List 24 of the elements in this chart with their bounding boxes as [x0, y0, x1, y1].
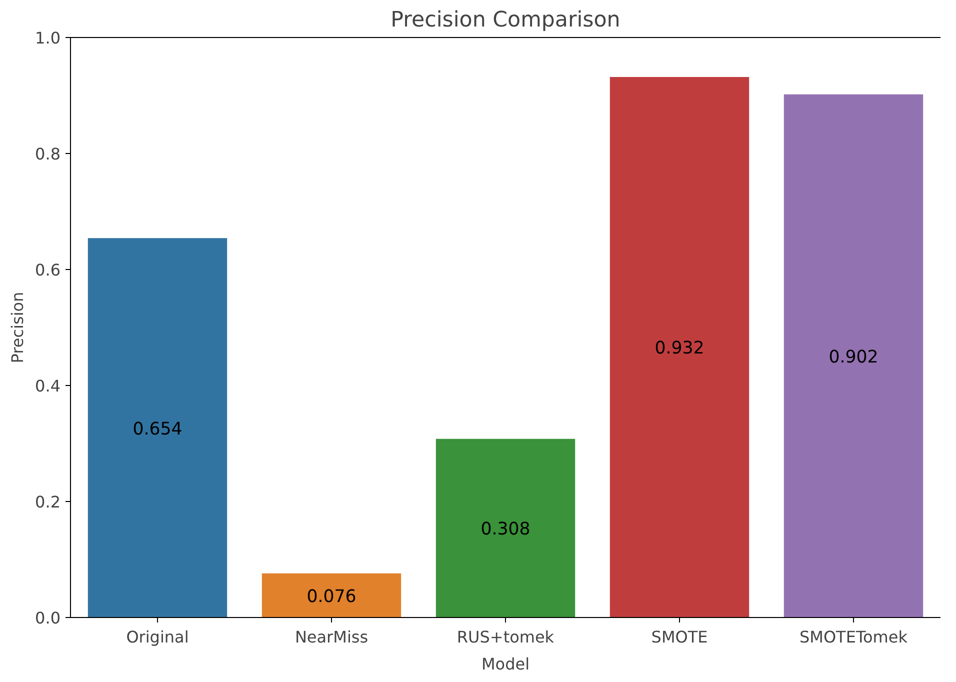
bar	[262, 573, 402, 618]
data-label: 0.932	[654, 338, 704, 359]
y-tick-label: 0.2	[35, 492, 61, 512]
bar	[436, 438, 576, 618]
x-tick-label: Original	[126, 628, 189, 646]
x-axis-title: Model	[481, 654, 530, 674]
x-tick-label: SMOTE	[651, 628, 708, 646]
data-label: 0.076	[306, 586, 356, 607]
bar	[784, 94, 924, 618]
x-tick-label: NearMiss	[294, 628, 368, 646]
data-label: 0.654	[132, 419, 182, 440]
y-tick-label: 0.0	[35, 608, 61, 628]
y-tick-label: 0.6	[35, 260, 61, 280]
bar	[610, 76, 750, 618]
x-tick-label: RUS+tomek	[456, 628, 555, 646]
y-tick-label: 0.4	[35, 376, 61, 396]
chart-title: Precision Comparison	[390, 8, 620, 32]
y-tick-label: 1.0	[35, 28, 61, 48]
y-axis-title: Precision	[8, 292, 28, 364]
data-label: 0.308	[480, 520, 530, 540]
x-tick-label: SMOTETomek	[800, 628, 908, 646]
y-tick-label: 0.8	[35, 144, 61, 164]
data-label: 0.902	[828, 347, 878, 368]
bar	[88, 238, 228, 618]
